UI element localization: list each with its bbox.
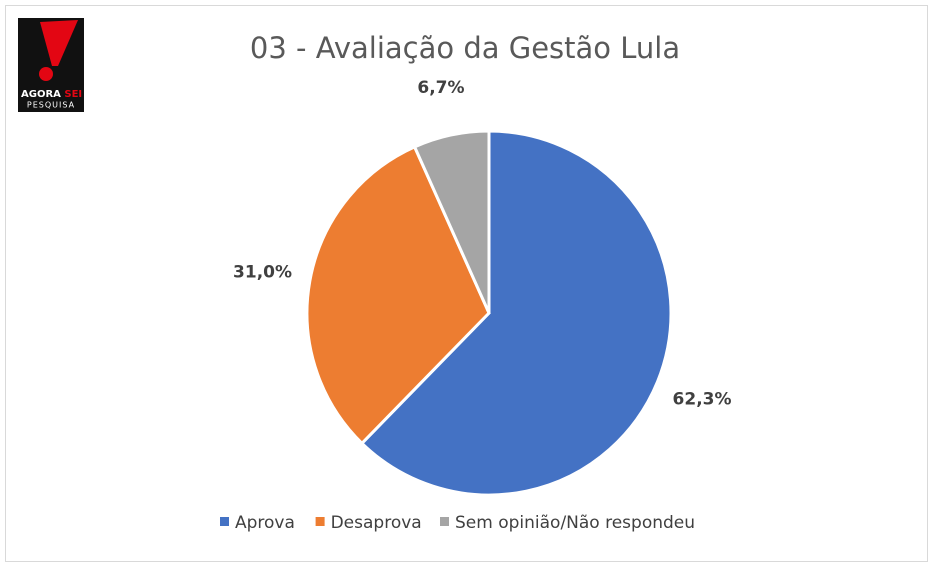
logo-text: AGORA SEI	[21, 89, 82, 100]
logo-mark	[40, 20, 78, 66]
pie-slice	[359, 129, 673, 497]
legend-label: Desaprova	[331, 513, 422, 533]
logo-word: AGORA	[21, 89, 61, 100]
logo-dot	[39, 67, 53, 81]
data-label: 31,0%	[233, 263, 292, 283]
legend-label: Aprova	[235, 513, 295, 533]
logo-word: SEI	[64, 89, 82, 100]
legend-swatch	[315, 517, 325, 526]
pie-slice	[412, 129, 491, 314]
legend-swatch	[440, 517, 449, 526]
data-label: 62,3%	[673, 390, 732, 410]
pie-slice	[305, 144, 491, 446]
legend-label: Sem opinião/Não respondeu	[455, 513, 695, 533]
logo-text: PESQUISA	[27, 101, 75, 110]
legend-swatch	[220, 517, 229, 526]
chart-title: 03 - Avaliação da Gestão Lula	[250, 31, 680, 65]
logo: AGORA SEI PESQUISA	[18, 18, 84, 112]
data-label: 6,7%	[417, 78, 464, 98]
